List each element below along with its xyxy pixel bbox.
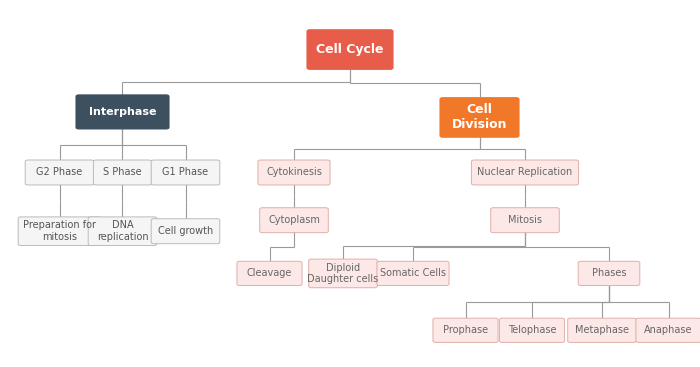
Text: Cytokinesis: Cytokinesis	[266, 167, 322, 178]
FancyBboxPatch shape	[491, 208, 559, 233]
FancyBboxPatch shape	[433, 318, 498, 342]
FancyBboxPatch shape	[307, 30, 393, 69]
Text: Anaphase: Anaphase	[644, 325, 693, 335]
FancyBboxPatch shape	[258, 160, 330, 185]
FancyBboxPatch shape	[151, 160, 220, 185]
Text: Cell growth: Cell growth	[158, 226, 213, 236]
Text: Somatic Cells: Somatic Cells	[380, 268, 446, 279]
Text: Cytoplasm: Cytoplasm	[268, 215, 320, 225]
Text: Prophase: Prophase	[443, 325, 488, 335]
Text: G2 Phase: G2 Phase	[36, 167, 83, 178]
FancyBboxPatch shape	[500, 318, 564, 342]
FancyBboxPatch shape	[93, 160, 151, 185]
Text: Phases: Phases	[592, 268, 626, 279]
Text: Mitosis: Mitosis	[508, 215, 542, 225]
Text: DNA
replication: DNA replication	[97, 221, 148, 242]
FancyBboxPatch shape	[636, 318, 700, 342]
FancyBboxPatch shape	[568, 318, 636, 342]
Text: Diploid
Daughter cells: Diploid Daughter cells	[307, 263, 379, 284]
Text: Metaphase: Metaphase	[575, 325, 629, 335]
Text: G1 Phase: G1 Phase	[162, 167, 209, 178]
FancyBboxPatch shape	[25, 160, 94, 185]
Text: Cell
Division: Cell Division	[452, 103, 508, 131]
FancyBboxPatch shape	[88, 217, 157, 246]
FancyBboxPatch shape	[377, 261, 449, 286]
Text: Nuclear Replication: Nuclear Replication	[477, 167, 573, 178]
FancyBboxPatch shape	[237, 261, 302, 286]
Text: Preparation for
mitosis: Preparation for mitosis	[23, 221, 96, 242]
Text: S Phase: S Phase	[103, 167, 142, 178]
FancyBboxPatch shape	[440, 98, 519, 137]
FancyBboxPatch shape	[309, 259, 377, 288]
FancyBboxPatch shape	[578, 261, 640, 286]
FancyBboxPatch shape	[472, 160, 578, 185]
Text: Telophase: Telophase	[508, 325, 556, 335]
Text: Cell Cycle: Cell Cycle	[316, 43, 384, 56]
Text: Interphase: Interphase	[89, 107, 156, 117]
Text: Cleavage: Cleavage	[247, 268, 292, 279]
FancyBboxPatch shape	[76, 95, 169, 129]
FancyBboxPatch shape	[18, 217, 101, 246]
FancyBboxPatch shape	[151, 219, 220, 244]
FancyBboxPatch shape	[260, 208, 328, 233]
